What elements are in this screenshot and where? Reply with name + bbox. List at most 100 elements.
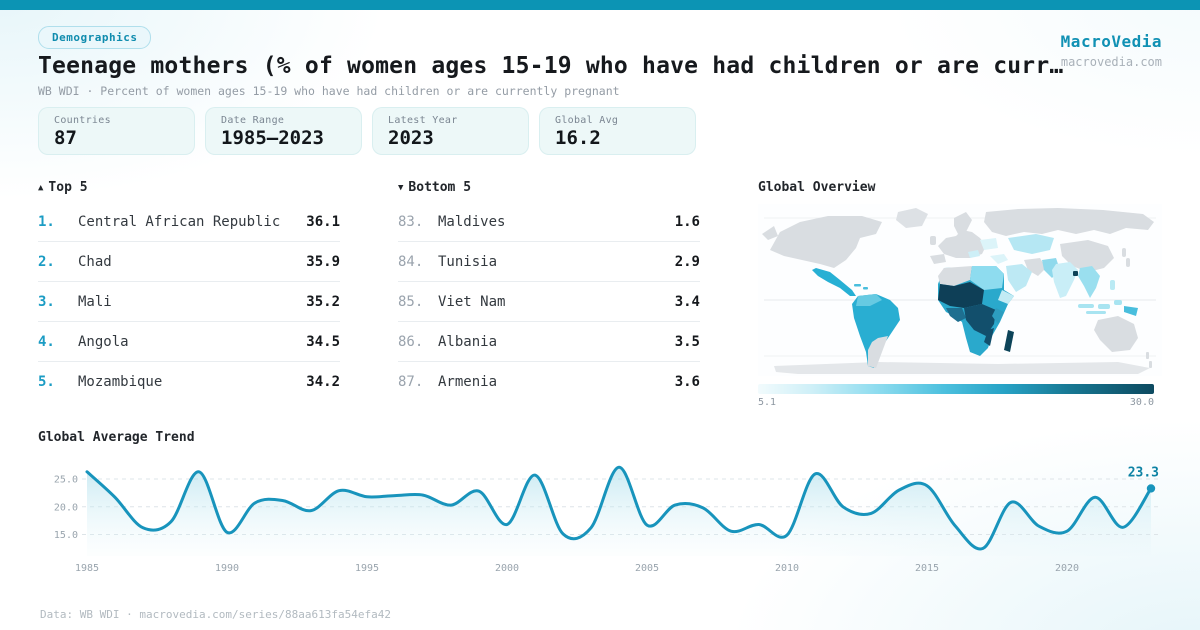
country-name: Viet Nam	[438, 293, 506, 310]
country-name: Mozambique	[78, 374, 163, 390]
map-balkans	[968, 250, 980, 258]
map-turkey	[990, 254, 1008, 264]
map-northwest-africa	[938, 266, 972, 286]
scale-min-label: 5.1	[758, 397, 777, 408]
brand: MacroVedia macrovedia.com	[1061, 32, 1162, 69]
list-item: 87. Armenia 3.6	[398, 362, 700, 402]
triangle-up-icon: ▲	[38, 183, 44, 193]
country-value: 36.1	[306, 213, 340, 230]
list-item: 85. Viet Nam 3.4	[398, 282, 700, 322]
rank: 3.	[38, 293, 55, 310]
svg-text:1995: 1995	[355, 563, 379, 574]
country-value: 34.2	[306, 374, 340, 390]
svg-text:1990: 1990	[215, 563, 239, 574]
country-value: 35.9	[306, 253, 340, 270]
map-uk	[930, 236, 936, 245]
map-andes-north	[856, 294, 882, 306]
stat-card-countries: Countries 87	[38, 107, 195, 155]
trend-chart: 25.0 20.0 15.0 23.3 1985 1990 1995 2000 2005 20…	[54, 465, 1160, 574]
map-mexico-central-america	[812, 268, 856, 296]
map-indonesia-borneo	[1098, 304, 1110, 309]
map-gulf-of-guinea	[946, 308, 966, 322]
rank: 85.	[398, 293, 424, 310]
map-color-scale	[758, 384, 1154, 394]
accent-bar	[0, 0, 1200, 10]
world-map	[758, 204, 1162, 376]
trend-end-label: 23.3	[1128, 465, 1159, 480]
map-japan-south	[1126, 258, 1130, 267]
map-southern-cone	[868, 336, 888, 368]
map-title: Global Overview	[758, 180, 876, 195]
rank: 86.	[398, 333, 424, 350]
bottom5-header: ▼ Bottom 5	[398, 180, 700, 195]
global-overview-section: Global Overview	[758, 180, 1162, 408]
rank: 4.	[38, 333, 55, 350]
rank: 5.	[38, 374, 55, 390]
map-madagascar	[1004, 330, 1014, 352]
country-value: 1.6	[674, 213, 700, 230]
stat-label: Date Range	[221, 115, 285, 126]
country-name: Maldives	[438, 213, 506, 230]
rank: 87.	[398, 374, 424, 390]
svg-text:1985: 1985	[75, 563, 99, 574]
page-title: Teenage mothers (% of women ages 15-19 w…	[38, 53, 1064, 79]
map-libya-egypt	[970, 266, 1004, 290]
stat-value: 16.2	[555, 127, 601, 149]
map-new-zealand-south	[1149, 361, 1152, 368]
stat-value: 1985—2023	[221, 127, 324, 149]
stat-card-latest-year: Latest Year 2023	[372, 107, 529, 155]
svg-text:20.0: 20.0	[54, 502, 78, 513]
svg-text:25.0: 25.0	[54, 475, 78, 486]
svg-text:2015: 2015	[915, 563, 939, 574]
map-mozambique-strip	[984, 328, 994, 346]
stat-label: Latest Year	[388, 115, 458, 126]
country-name: Chad	[78, 253, 112, 270]
scale-max-label: 30.0	[1129, 397, 1154, 408]
brand-name: MacroVedia	[1060, 32, 1162, 51]
map-central-asia	[1008, 234, 1054, 254]
series-subtitle: WB WDI · Percent of women ages 15-19 who…	[38, 84, 620, 98]
bottom5-list: ▼ Bottom 5 83. Maldives 1.6 84. Tunisia 2…	[398, 180, 700, 402]
svg-text:15.0: 15.0	[54, 530, 78, 541]
middle-row: ▲ Top 5 1. Central African Republic 36.1 …	[38, 180, 1162, 420]
list-item: 1. Central African Republic 36.1	[38, 202, 340, 242]
map-east-africa	[992, 308, 1004, 324]
rank: 83.	[398, 213, 424, 230]
country-value: 34.5	[306, 333, 340, 350]
map-sahel	[938, 282, 984, 308]
brand-domain: macrovedia.com	[1060, 55, 1162, 69]
map-ukraine	[980, 238, 998, 250]
top5-list: ▲ Top 5 1. Central African Republic 36.1 …	[38, 180, 340, 402]
list-item: 5. Mozambique 34.2	[38, 362, 340, 402]
map-southeast-asia	[1078, 266, 1100, 298]
list-item: 2. Chad 35.9	[38, 242, 340, 282]
map-alaska	[762, 226, 778, 240]
map-bangladesh	[1073, 271, 1078, 276]
trend-x-axis-labels: 1985 1990 1995 2000 2005 2010 2015 2020	[75, 563, 1079, 574]
svg-text:2000: 2000	[495, 563, 519, 574]
list-item: 4. Angola 34.5	[38, 322, 340, 362]
map-caribbean	[854, 284, 861, 287]
map-scandinavia	[954, 212, 972, 234]
map-china	[1060, 240, 1114, 272]
map-philippines	[1110, 280, 1115, 290]
list-item: 3. Mali 35.2	[38, 282, 340, 322]
country-value: 3.5	[674, 333, 700, 350]
footer-attribution: Data: WB WDI · macrovedia.com/series/88a…	[40, 608, 391, 621]
trend-section: Global Average Trend 25.0 20.0 15.0 23.3 1…	[38, 430, 1162, 575]
stat-cards-row: Countries 87 Date Range 1985—2023 Latest…	[38, 107, 696, 155]
map-australia	[1094, 316, 1138, 352]
map-indonesia-sulawesi	[1114, 300, 1122, 305]
map-papua-new-guinea	[1124, 306, 1138, 316]
map-color-scale-labels: 5.1 30.0	[758, 397, 1154, 408]
map-iran	[1024, 258, 1046, 276]
trend-area-fill	[87, 467, 1151, 556]
map-indonesia-sumatra	[1078, 304, 1094, 308]
stat-card-date-range: Date Range 1985—2023	[205, 107, 362, 155]
country-name: Armenia	[438, 374, 498, 390]
map-japan	[1122, 248, 1126, 257]
list-item: 83. Maldives 1.6	[398, 202, 700, 242]
top5-title: Top 5	[48, 180, 88, 195]
map-horn-of-africa	[998, 290, 1014, 304]
map-new-zealand	[1146, 352, 1149, 359]
